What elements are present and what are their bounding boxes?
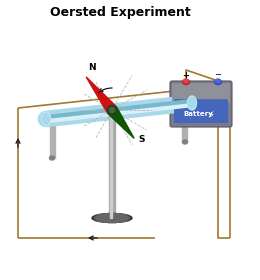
FancyBboxPatch shape <box>174 99 228 123</box>
Ellipse shape <box>42 113 49 125</box>
Ellipse shape <box>184 79 188 83</box>
Ellipse shape <box>96 214 128 223</box>
Circle shape <box>109 108 114 113</box>
Bar <box>49 118 55 158</box>
FancyBboxPatch shape <box>172 83 230 103</box>
Bar <box>183 102 187 142</box>
Ellipse shape <box>183 80 190 85</box>
Circle shape <box>107 106 116 115</box>
Circle shape <box>109 107 115 113</box>
Ellipse shape <box>92 214 132 223</box>
Ellipse shape <box>216 79 220 83</box>
Ellipse shape <box>183 100 187 104</box>
Polygon shape <box>108 107 134 138</box>
Bar <box>110 110 112 218</box>
Text: Battery: Battery <box>183 111 213 117</box>
Ellipse shape <box>94 214 130 223</box>
Text: S: S <box>138 135 145 144</box>
Ellipse shape <box>188 97 196 109</box>
Polygon shape <box>86 77 116 113</box>
Ellipse shape <box>42 112 50 126</box>
Ellipse shape <box>49 116 55 120</box>
Ellipse shape <box>49 156 55 160</box>
Ellipse shape <box>183 140 187 144</box>
FancyBboxPatch shape <box>170 81 232 127</box>
Ellipse shape <box>187 96 197 110</box>
Text: +: + <box>183 71 190 80</box>
Text: −: − <box>214 71 222 80</box>
Circle shape <box>107 105 117 115</box>
Text: ⚡: ⚡ <box>207 110 214 120</box>
Text: N: N <box>88 63 96 72</box>
Text: Oersted Experiment: Oersted Experiment <box>50 6 190 18</box>
Bar <box>109 110 115 218</box>
Ellipse shape <box>214 80 222 85</box>
